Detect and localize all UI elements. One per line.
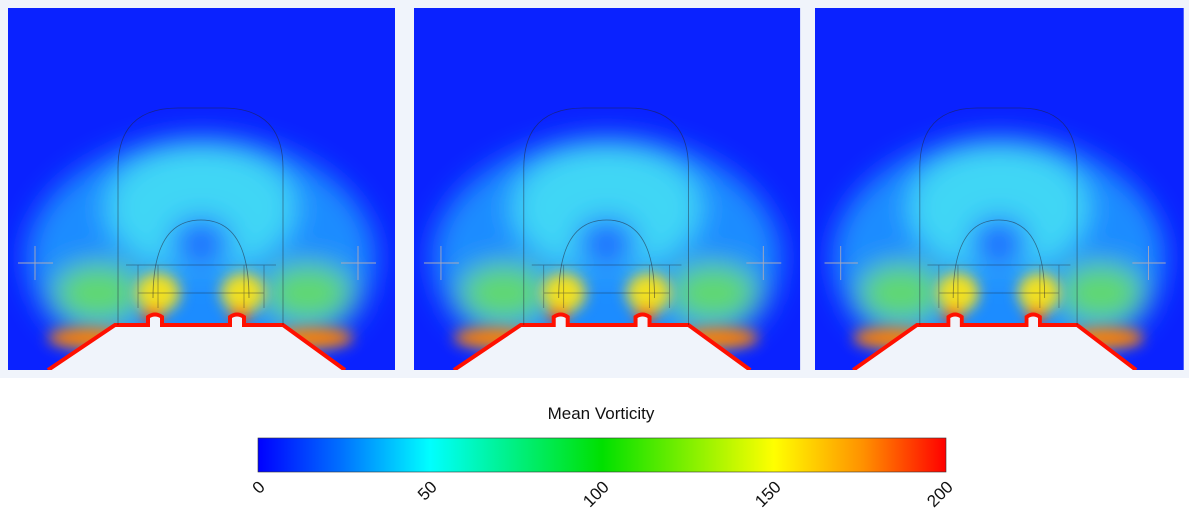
colorbar-title: Mean Vorticity [548, 404, 655, 423]
vorticity-panel [8, 8, 395, 378]
colorbar [257, 437, 947, 473]
vorticity-panel [414, 8, 800, 378]
vorticity-panel [815, 8, 1184, 378]
